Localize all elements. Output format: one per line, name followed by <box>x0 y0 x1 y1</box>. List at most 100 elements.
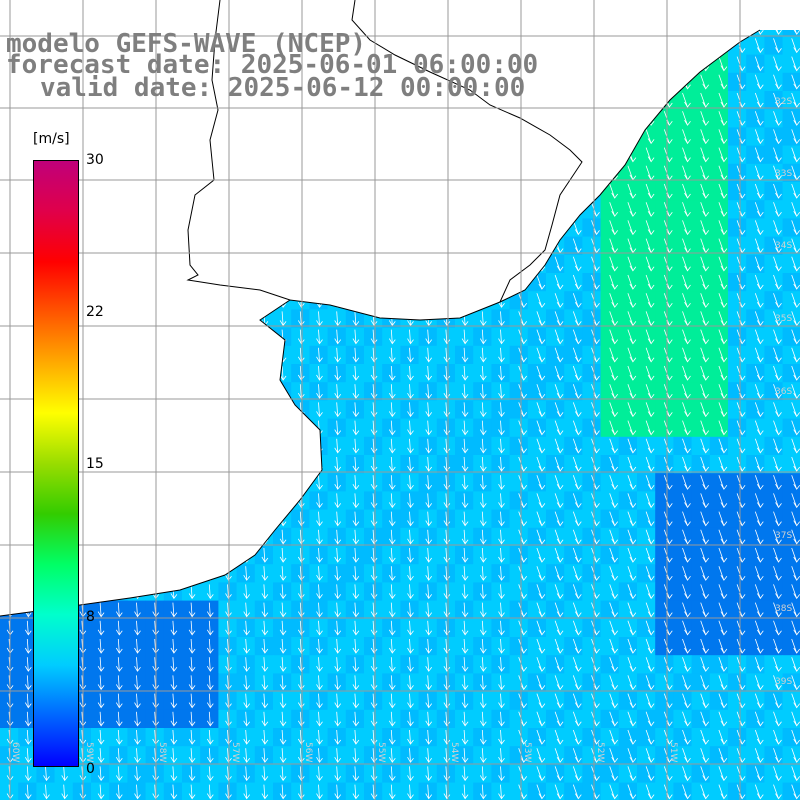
wind-arrow <box>627 529 637 545</box>
wind-arrow <box>700 402 710 418</box>
wind-arrow <box>536 365 546 381</box>
wind-cell <box>582 618 602 638</box>
wind-cell <box>764 691 784 711</box>
wind-cell <box>582 345 602 365</box>
wind-cell <box>728 473 747 492</box>
wind-arrow <box>718 202 728 217</box>
wind-cell <box>691 109 711 128</box>
wind-arrow <box>609 220 619 236</box>
wind-arrow <box>554 347 564 363</box>
wind-cell <box>564 564 583 583</box>
wind-cell <box>764 218 784 238</box>
wind-cell <box>546 491 565 511</box>
wind-cell <box>546 254 565 274</box>
wind-cell <box>600 364 620 383</box>
wind-arrow <box>334 329 342 345</box>
wind-cell <box>527 527 547 547</box>
wind-cell <box>709 691 729 711</box>
coastline <box>0 29 761 617</box>
wind-arrow <box>388 602 396 618</box>
wind-arrow <box>352 329 360 345</box>
wind-cell <box>509 509 529 529</box>
wind-cell <box>546 309 565 329</box>
wind-cell <box>600 218 620 238</box>
wind-cell <box>764 254 784 274</box>
wind-arrow <box>682 384 691 399</box>
wind-arrow <box>498 784 505 800</box>
wind-cell <box>582 782 602 800</box>
wind-arrow <box>700 511 710 527</box>
wind-cell <box>637 564 656 583</box>
wind-arrow <box>572 256 582 272</box>
wind-cell <box>600 345 620 365</box>
wind-arrow <box>754 293 764 308</box>
wind-arrow <box>554 693 564 709</box>
wind-cell <box>673 418 693 438</box>
wind-cell <box>764 746 784 765</box>
wind-cell <box>746 54 765 74</box>
wind-cell <box>600 655 620 674</box>
wind-cell <box>709 673 729 693</box>
wind-arrow <box>754 347 764 363</box>
wind-arrow <box>645 129 655 145</box>
wind-cell <box>637 254 656 274</box>
wind-arrow <box>627 347 637 363</box>
wind-cell <box>728 200 747 219</box>
wind-arrow <box>773 657 782 672</box>
wind-arrow <box>682 784 691 800</box>
wind-arrow <box>316 711 323 727</box>
wind-cell <box>564 236 583 256</box>
wind-cell <box>618 637 638 656</box>
wind-arrow <box>682 311 691 327</box>
wind-cell <box>673 291 693 310</box>
wind-cell <box>582 455 602 474</box>
wind-arrow <box>316 311 323 327</box>
wind-arrow <box>206 620 214 636</box>
wind-arrow <box>407 475 414 490</box>
wind-arrow <box>572 511 582 527</box>
wind-cell <box>673 400 693 420</box>
wind-cell <box>782 746 800 765</box>
wind-cell <box>527 509 547 529</box>
wind-arrow <box>773 493 782 509</box>
wind-arrow <box>443 329 451 345</box>
wind-arrow <box>370 711 378 727</box>
wind-arrow <box>170 602 178 618</box>
wind-arrow <box>370 766 378 782</box>
wind-arrow <box>536 293 546 308</box>
wind-cell <box>746 709 765 729</box>
wind-cell <box>746 72 765 92</box>
wind-arrow <box>407 529 414 545</box>
wind-arrow <box>554 384 564 399</box>
wind-cell <box>691 527 711 547</box>
wind-arrow <box>754 584 764 600</box>
wind-arrow <box>370 784 378 800</box>
wind-arrow <box>627 657 637 672</box>
wind-cell <box>728 254 747 274</box>
wind-cell <box>582 218 602 238</box>
wind-cell <box>691 746 711 765</box>
colorbar-unit: [m/s] <box>33 131 70 147</box>
wind-arrow <box>700 92 710 108</box>
wind-cell <box>764 200 784 219</box>
wind-cell <box>728 327 747 347</box>
wind-arrow <box>536 675 546 691</box>
wind-cell <box>546 655 565 674</box>
wind-cell <box>546 728 565 747</box>
wind-arrow <box>682 420 691 436</box>
wind-arrow <box>645 311 655 327</box>
wind-cell <box>691 600 711 620</box>
wind-cell <box>618 509 638 529</box>
wind-arrow <box>700 748 710 763</box>
wind-arrow <box>388 675 396 691</box>
wind-cell <box>637 546 656 565</box>
wind-arrow <box>479 384 487 399</box>
wind-arrow <box>206 602 214 618</box>
wind-arrow <box>609 620 619 636</box>
wind-arrow <box>352 365 360 381</box>
wind-cell <box>728 655 747 674</box>
wind-cell <box>527 436 547 456</box>
wind-cell <box>618 655 638 674</box>
wind-cell <box>600 527 620 547</box>
